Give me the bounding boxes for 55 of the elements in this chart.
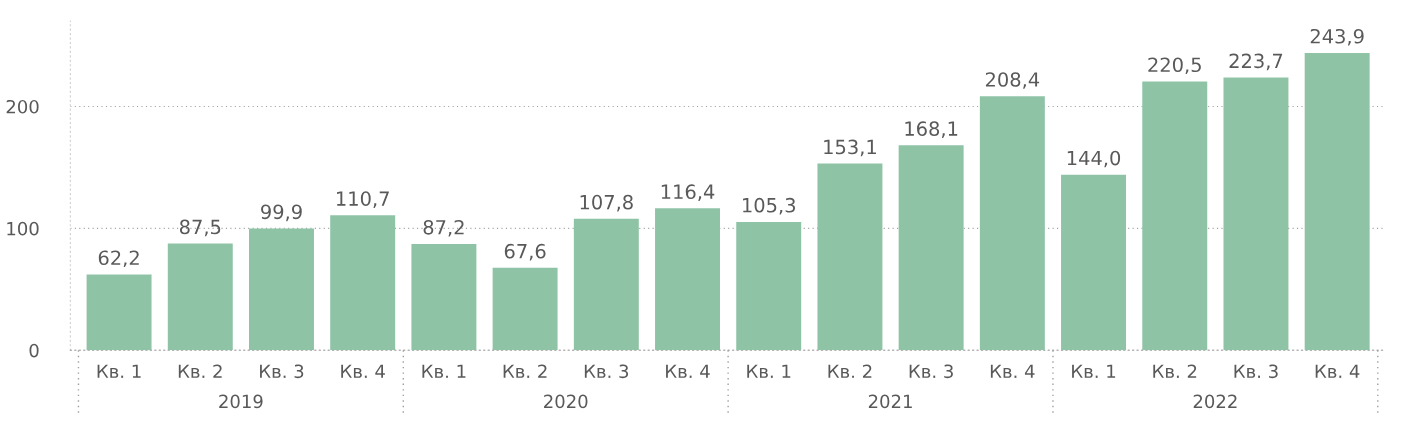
- bar: [167, 243, 233, 351]
- data-label: 87,5: [179, 219, 221, 237]
- data-label: 87,2: [423, 219, 464, 237]
- data-label: 110,7: [337, 191, 389, 208]
- x-tick-label: Кв. 3: [260, 364, 304, 379]
- x-tick-label: Кв. 2: [503, 364, 547, 378]
- bar: [979, 96, 1045, 351]
- x-tick-label: Кв. 2: [1153, 364, 1197, 378]
- x-tick-label: Кв. 1: [97, 364, 141, 378]
- bar: [249, 228, 314, 351]
- data-label: 144,0: [1067, 150, 1121, 168]
- bar: [1304, 52, 1370, 351]
- bar: [736, 221, 802, 351]
- bar: [1142, 81, 1208, 351]
- text: 2020: [544, 394, 588, 409]
- x-tick-label: Кв. 4: [990, 364, 1035, 378]
- x-tick-label: Кв. 1: [422, 364, 466, 378]
- bar: [330, 215, 396, 351]
- x-tick-label: Кв. 1: [747, 364, 791, 378]
- x-tick-label: Кв. 4: [666, 364, 710, 378]
- x-tick-label: Кв. 4: [341, 364, 385, 378]
- text: 2019: [219, 394, 263, 409]
- text: 2022: [1193, 394, 1237, 409]
- bar: [492, 267, 558, 351]
- data-label: 208,4: [985, 72, 1040, 89]
- data-label: 223,7: [1229, 53, 1283, 71]
- y-tick-label: 0: [29, 343, 39, 358]
- data-label: 243,9: [1310, 28, 1364, 46]
- data-label: 116,4: [661, 184, 715, 202]
- data-label: 168,1: [905, 121, 958, 138]
- y-tick-label: 200: [6, 99, 39, 114]
- bar: [86, 274, 152, 351]
- data-label: 105,3: [743, 197, 795, 215]
- data-label: 107,8: [580, 194, 633, 212]
- data-label: 220,5: [1148, 57, 1201, 75]
- y-tick-label: 100: [7, 221, 39, 236]
- x-tick-label: Кв. 3: [584, 364, 629, 379]
- x-tick-label: Кв. 4: [1315, 364, 1360, 378]
- bar: [1061, 174, 1127, 351]
- bar: [817, 163, 883, 351]
- x-tick-label: Кв. 3: [1234, 364, 1278, 379]
- text: 2021: [868, 394, 912, 409]
- x-tick-label: Кв. 2: [828, 364, 872, 378]
- data-label: 153,1: [824, 139, 876, 157]
- bar: [898, 145, 964, 351]
- bar: [1223, 77, 1289, 351]
- data-label: 62,2: [98, 250, 139, 268]
- x-tick-label: Кв. 2: [178, 364, 222, 378]
- bar: [573, 218, 639, 351]
- bar: [411, 243, 477, 351]
- bar: [655, 208, 720, 351]
- data-label: 99,9: [261, 204, 302, 222]
- data-label: 67,6: [504, 243, 546, 261]
- x-tick-label: Кв. 3: [909, 364, 953, 379]
- x-tick-label: Кв. 1: [1072, 364, 1116, 378]
